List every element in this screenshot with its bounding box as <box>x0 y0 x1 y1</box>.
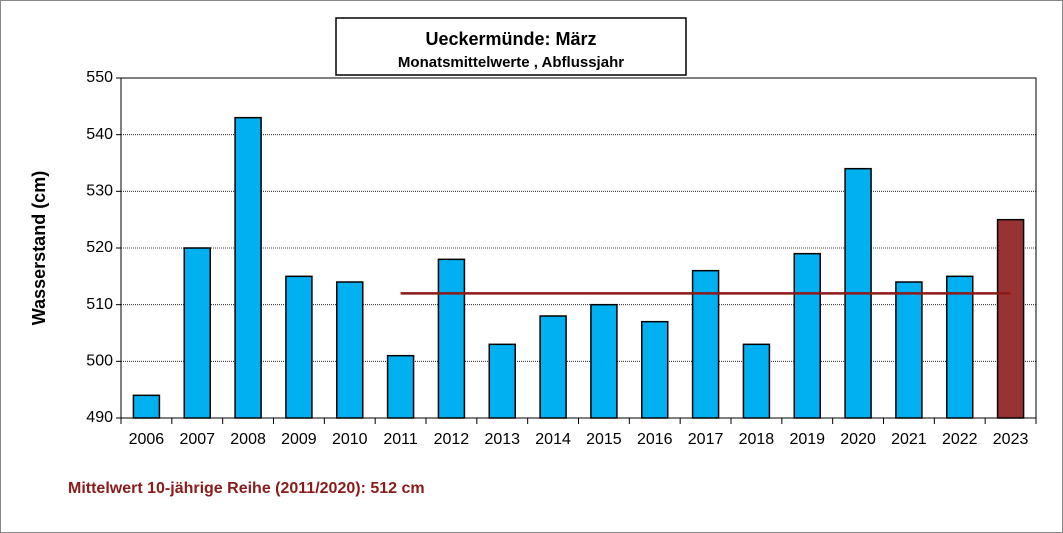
bar <box>132 394 161 419</box>
y-tick-label: 510 <box>86 296 113 313</box>
bar <box>386 354 415 419</box>
x-tick-label: 2013 <box>484 431 520 448</box>
y-tick-label: 530 <box>86 183 113 200</box>
x-tick-label: 2015 <box>586 431 622 448</box>
x-tick-label: 2022 <box>942 431 978 448</box>
plot-area: 490 500 510 520 530 540 550 2006 2007 2008 2009 201… <box>86 69 1037 448</box>
bar <box>183 247 211 419</box>
x-tick-label: 2019 <box>789 431 825 448</box>
x-tick-label: 2017 <box>688 431 724 448</box>
x-tick-label: 2020 <box>840 431 876 448</box>
bar <box>539 315 567 419</box>
bar <box>793 252 821 419</box>
y-tick-label: 550 <box>86 69 113 86</box>
x-tick-label: 2023 <box>993 431 1029 448</box>
bar <box>742 343 771 419</box>
bar <box>946 275 974 419</box>
y-tick-label: 520 <box>86 239 113 256</box>
x-tick-label: 2014 <box>535 431 571 448</box>
y-axis-label: Wasserstand (cm) <box>29 171 49 325</box>
x-tick-label: 2018 <box>739 431 775 448</box>
annotation: Mittelwert 10-jährige Reihe (2011/2020):… <box>68 480 425 497</box>
x-tick-label: 2007 <box>179 431 215 448</box>
bar <box>641 320 669 419</box>
chart-subtitle: Monatsmittelwerte , Abflussjahr <box>398 54 624 71</box>
bar <box>895 281 923 419</box>
chart-title: Ueckermünde: März <box>425 29 596 49</box>
x-tick-label: 2009 <box>281 431 317 448</box>
x-tick-label: 2008 <box>230 431 266 448</box>
bar <box>996 218 1025 419</box>
bar <box>234 116 262 419</box>
title-box <box>335 17 687 76</box>
x-tick-label: 2006 <box>129 431 165 448</box>
bar <box>590 303 618 419</box>
x-tick-label: 2010 <box>332 431 368 448</box>
y-tick-label: 490 <box>86 409 113 426</box>
y-tick-label: 540 <box>86 126 113 143</box>
x-tick-label: 2012 <box>434 431 470 448</box>
bar <box>691 269 720 419</box>
x-tick-label: 2011 <box>383 431 418 448</box>
x-tick-label: 2021 <box>891 431 927 448</box>
bar <box>336 281 364 419</box>
x-tick-label: 2016 <box>637 431 673 448</box>
y-tick-label: 500 <box>86 353 113 370</box>
plot-frame <box>120 77 1037 419</box>
bar <box>437 258 466 419</box>
bar <box>285 275 313 419</box>
bar <box>488 343 516 419</box>
